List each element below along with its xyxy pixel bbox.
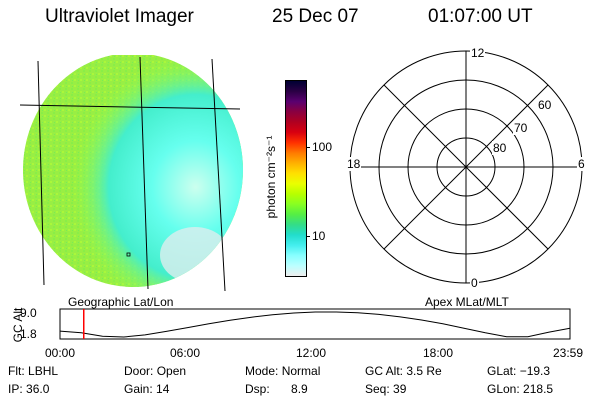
time-label: 01:07:00 UT: [428, 6, 533, 27]
geographic-caption: Geographic Lat/Lon: [68, 295, 174, 309]
chart-ytick-max: 9.0: [20, 306, 37, 320]
colorbar: [285, 80, 307, 277]
colorbar-units-label: photon cm⁻²s⁻¹: [264, 135, 278, 219]
status-glon: GLon: 218.5: [487, 382, 554, 396]
instrument-title: Ultraviolet Imager: [45, 6, 194, 27]
status-gain: Gain: 14: [124, 382, 170, 396]
xtick-0600: 06:00: [170, 346, 201, 360]
status-dsp: Dsp: 8.9: [245, 382, 308, 396]
chart-frame: [59, 308, 571, 340]
status-seq: Seq: 39: [365, 382, 407, 396]
status-glat: GLat: −19.3: [487, 364, 551, 378]
status-ip: IP: 36.0: [8, 382, 50, 396]
status-mode: Mode: Normal: [245, 364, 321, 378]
geographic-grid: [20, 56, 241, 292]
mlt-label-12: 12: [470, 46, 486, 60]
status-gc-alt: GC Alt: 3.5 Re: [365, 364, 442, 378]
auroral-image-panel: [20, 55, 243, 292]
mlt-label-0: 0: [470, 276, 479, 290]
chart-ytick-min: 1.8: [20, 327, 37, 341]
altitude-series-line: [59, 311, 571, 338]
polar-caption: Apex MLat/MLT: [425, 295, 509, 309]
polar-plot: [349, 50, 583, 284]
colorbar-tick-100: 100: [312, 140, 333, 154]
xtick-0000: 00:00: [45, 346, 76, 360]
orbit-altitude-chart: [59, 308, 571, 340]
status-door: Door: Open: [124, 364, 187, 378]
xtick-1800: 18:00: [423, 346, 454, 360]
lat-label-70: 70: [513, 121, 529, 135]
mlt-label-18: 18: [346, 157, 362, 171]
colorbar-tick-10: 10: [312, 229, 326, 243]
lat-label-60: 60: [537, 98, 553, 112]
lat-label-80: 80: [492, 141, 508, 155]
xtick-1200: 12:00: [296, 346, 327, 360]
date-label: 25 Dec 07: [272, 6, 359, 27]
mlt-label-6: 6: [577, 157, 586, 171]
xtick-2359: 23:59: [553, 346, 584, 360]
status-flt: Flt: LBHL: [8, 364, 59, 378]
earth-disk: [23, 55, 243, 287]
